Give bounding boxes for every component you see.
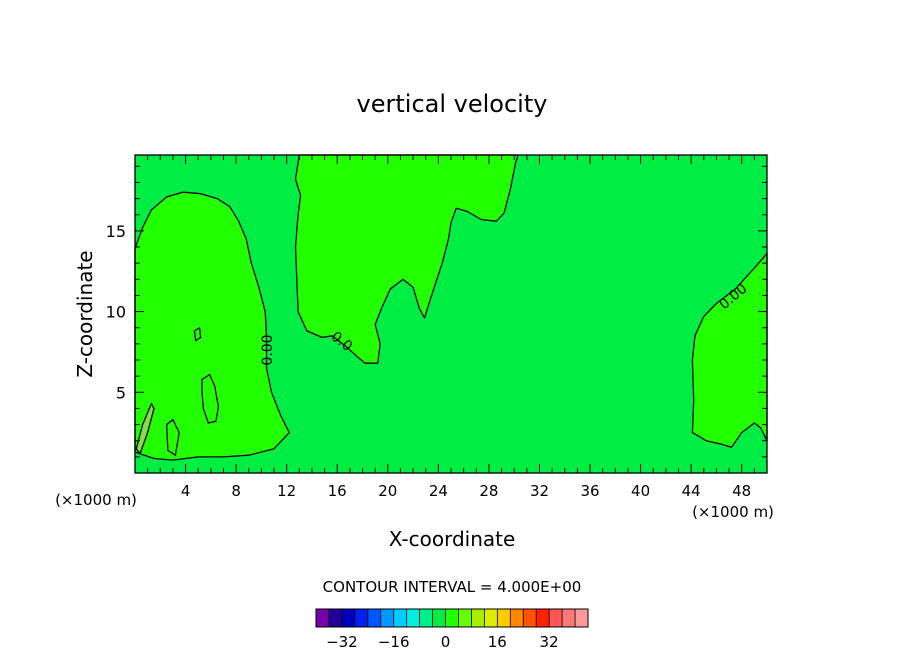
colorbar-tick-label: −32 xyxy=(326,633,358,651)
colorbar-tick-labels: −32 −16 0 16 32 xyxy=(326,633,559,651)
y-axis-label: Z-coordinate xyxy=(73,250,97,377)
contour-region-right-lobe xyxy=(691,252,768,448)
colorbar-swatch xyxy=(523,609,537,627)
colorbar-swatch xyxy=(575,609,589,627)
x-tick-label: 4 xyxy=(181,482,191,500)
y-tick-label: 5 xyxy=(116,383,126,402)
colorbar-swatch xyxy=(497,609,511,627)
contour-region-blob-mid-left xyxy=(201,373,220,424)
contour-region-blob-small-upper xyxy=(193,327,202,342)
colorbar-swatch xyxy=(406,609,420,627)
colorbar-swatch xyxy=(328,609,343,627)
x-tick-label: 20 xyxy=(378,482,397,500)
contour-regions xyxy=(134,154,768,461)
colorbar-tick-label: 16 xyxy=(488,633,507,651)
contour-label-left: 0.00 xyxy=(260,334,276,365)
x-tick-label: 24 xyxy=(429,482,448,500)
colorbar-frame xyxy=(315,608,589,628)
colorbar-swatch xyxy=(510,609,524,627)
chart-title: vertical velocity xyxy=(357,90,548,118)
colorbar-swatch xyxy=(562,609,576,627)
colorbar-swatch xyxy=(341,609,356,627)
contour-interval-text: CONTOUR INTERVAL = 4.000E+00 xyxy=(323,578,582,596)
y-tick-labels: 5 10 15 xyxy=(106,222,126,402)
y-tick-label: 10 xyxy=(106,303,126,322)
colorbar-tick-label: −16 xyxy=(378,633,410,651)
x-tick-label: 28 xyxy=(479,482,498,500)
x-tick-label: 12 xyxy=(277,482,296,500)
colorbar-swatch xyxy=(316,609,330,627)
colorbar-swatch xyxy=(536,609,550,627)
x-tick-label: 40 xyxy=(631,482,650,500)
contour-region-left-lobe xyxy=(134,191,290,461)
colorbar xyxy=(315,608,589,628)
colorbar-swatch xyxy=(367,609,382,627)
colorbar-swatch xyxy=(471,609,485,627)
x-tick-label: 48 xyxy=(732,482,751,500)
x-tick-label: 8 xyxy=(231,482,241,500)
x-tick-label: 32 xyxy=(530,482,549,500)
colorbar-swatch xyxy=(445,609,459,627)
colorbar-tick-label: 32 xyxy=(540,633,559,651)
contour-region-upper-middle xyxy=(294,154,519,364)
y-tick-label: 15 xyxy=(106,222,126,241)
contour-region-left-edge-streak xyxy=(135,402,155,455)
colorbar-swatch xyxy=(354,609,369,627)
x-unit-right: (×1000 m) xyxy=(692,503,774,521)
x-axis-label: X-coordinate xyxy=(389,527,516,551)
x-tick-label: 36 xyxy=(580,482,599,500)
colorbar-swatch xyxy=(380,609,395,627)
contour-region-blob-near-axis xyxy=(165,419,180,456)
plot-frame xyxy=(134,154,768,474)
colorbar-swatch xyxy=(432,609,446,627)
colorbar-tick-label: 0 xyxy=(441,633,451,651)
colorbar-swatch xyxy=(419,609,433,627)
plot-area xyxy=(134,154,768,474)
colorbar-swatch xyxy=(393,609,407,627)
axis-ticks xyxy=(135,155,767,473)
x-tick-label: 16 xyxy=(328,482,347,500)
colorbar-swatch xyxy=(484,609,498,627)
x-unit-left: (×1000 m) xyxy=(55,491,137,509)
x-tick-labels: 4 8 12 16 20 24 28 32 36 40 44 48 xyxy=(181,482,751,500)
colorbar-swatch xyxy=(549,609,563,627)
colorbar-swatch xyxy=(458,609,472,627)
x-tick-label: 44 xyxy=(682,482,701,500)
